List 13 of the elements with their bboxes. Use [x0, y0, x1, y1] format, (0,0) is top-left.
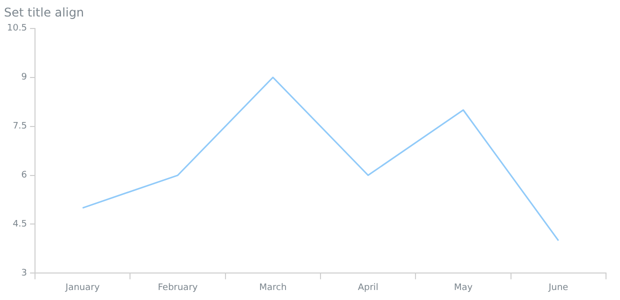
x-tick-label: April: [358, 282, 378, 293]
y-tick-label: 9: [21, 72, 28, 83]
x-tick-label: June: [548, 282, 569, 293]
y-tick-label: 3: [21, 268, 28, 279]
x-tick-label: January: [64, 282, 100, 293]
chart-title: Set title align: [4, 5, 84, 20]
y-tick-label: 6: [21, 170, 28, 181]
y-tick-label: 10.5: [6, 24, 28, 34]
x-tick-label: February: [158, 282, 198, 293]
x-tick-label: March: [259, 282, 287, 293]
y-tick-label: 4.5: [12, 220, 28, 230]
y-tick-label: 7.5: [12, 122, 28, 132]
x-tick-label: May: [454, 282, 474, 293]
